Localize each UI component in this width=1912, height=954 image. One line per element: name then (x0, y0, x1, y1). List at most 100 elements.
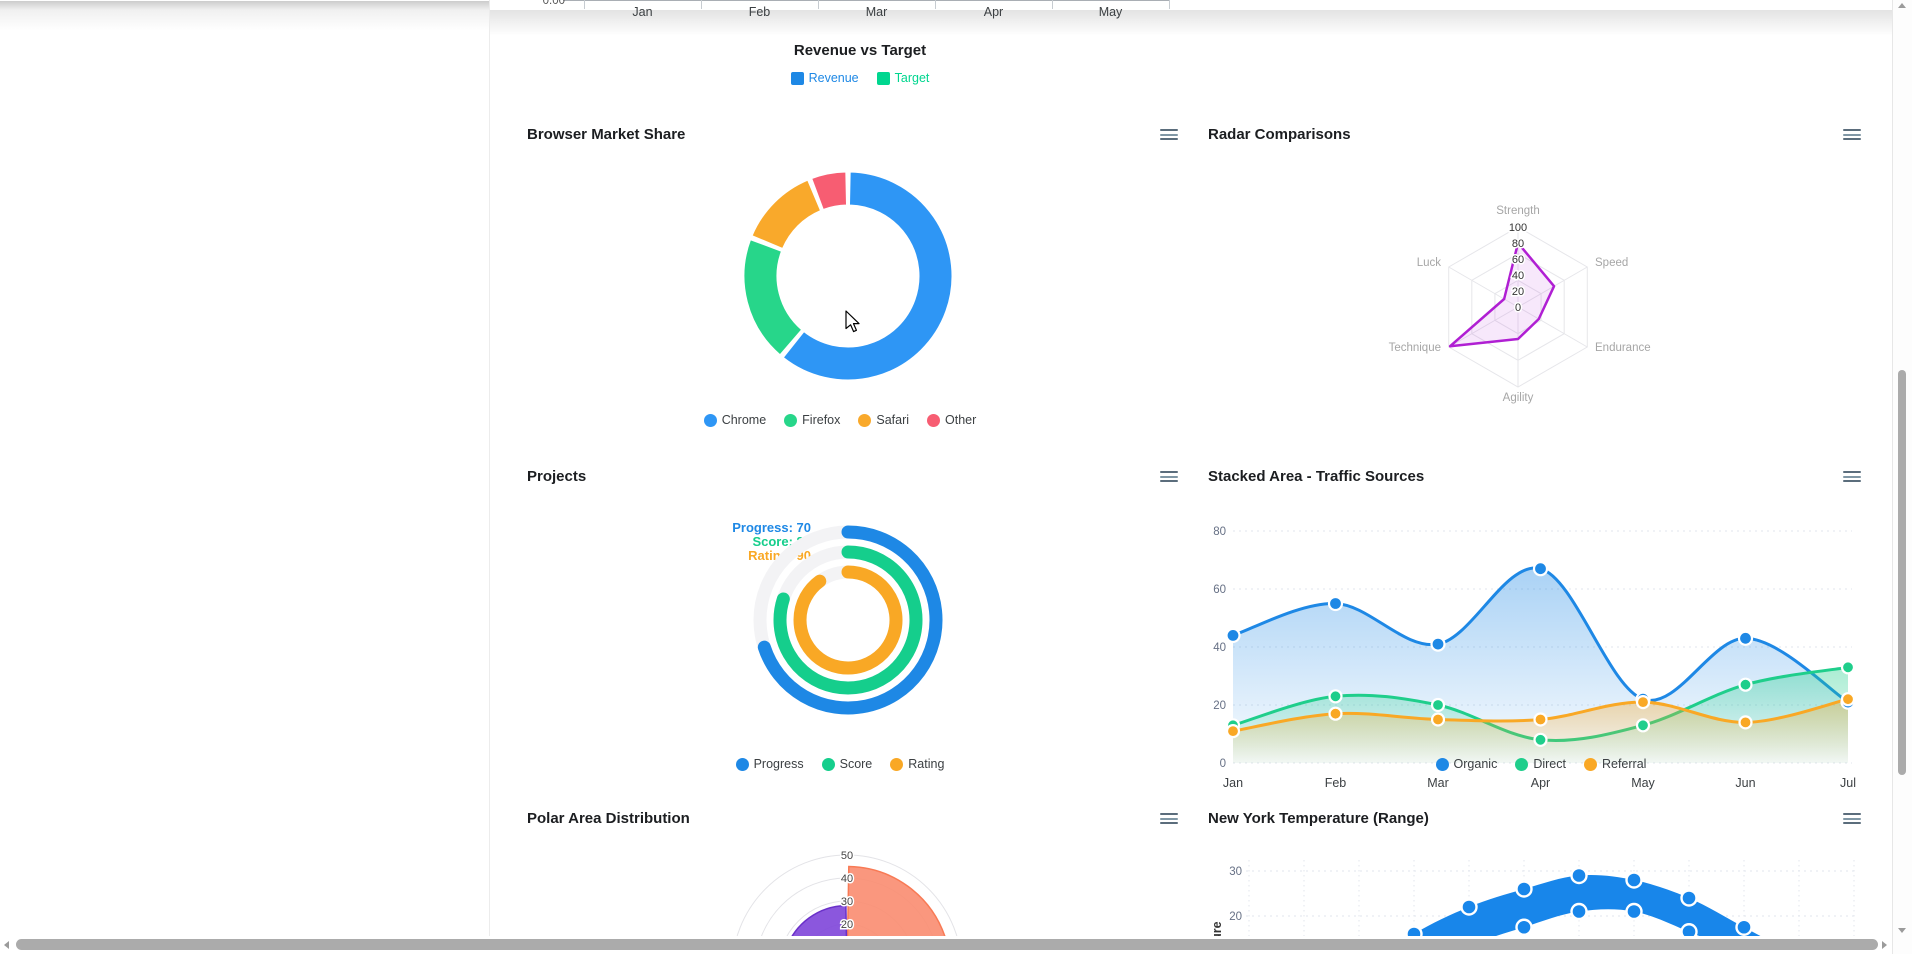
projects-gauge-chart[interactable] (740, 512, 956, 728)
svg-text:60: 60 (1213, 584, 1226, 596)
legend-item-direct[interactable]: Direct (1515, 757, 1566, 771)
ny-temperature-title: New York Temperature (Range) (1208, 810, 1429, 827)
svg-text:30: 30 (841, 896, 853, 908)
ring-value-label: Progress: 70 (732, 520, 811, 535)
hamburger-menu-icon[interactable] (1843, 471, 1861, 485)
hamburger-menu-icon[interactable] (1160, 813, 1178, 827)
legend-item-other[interactable]: Other (927, 413, 976, 427)
legend-swatch (735, 757, 749, 771)
svg-text:20: 20 (841, 919, 853, 931)
scroll-up-icon[interactable] (1898, 3, 1906, 8)
radar-comparisons-title: Radar Comparisons (1208, 126, 1351, 143)
legend-swatch (821, 757, 835, 771)
svg-text:Luck: Luck (1417, 257, 1442, 269)
svg-text:40: 40 (841, 873, 853, 885)
svg-text:May: May (1631, 776, 1655, 790)
legend-item-rating[interactable]: Rating (890, 757, 944, 771)
svg-text:40: 40 (1213, 642, 1226, 654)
legend-item-referral[interactable]: Referral (1583, 757, 1646, 771)
traffic-sources-area-chart[interactable]: 0 20 40 60 80 Jan Feb Mar Apr May Jun Jul (1190, 500, 1892, 795)
svg-text:Apr: Apr (1531, 776, 1550, 790)
axis-tick (1169, 0, 1170, 9)
svg-text:40: 40 (1512, 270, 1524, 282)
svg-text:Strength: Strength (1496, 205, 1539, 217)
svg-text:Endurance: Endurance (1595, 342, 1651, 354)
svg-text:20: 20 (1213, 700, 1226, 712)
svg-text:Jun: Jun (1735, 776, 1755, 790)
traffic-sources-title: Stacked Area - Traffic Sources (1208, 468, 1425, 485)
column-divider (489, 0, 490, 938)
legend-item-organic[interactable]: Organic (1435, 757, 1497, 771)
legend-swatch (890, 757, 904, 771)
radar-comparisons-chart[interactable]: Strength Speed Endurance Agility Technique Lu… (1190, 140, 1892, 410)
legend-item-chrome[interactable]: Chrome (703, 413, 766, 427)
svg-text:60: 60 (1512, 254, 1524, 266)
hamburger-menu-icon[interactable] (1160, 129, 1178, 143)
axis-tick (584, 0, 585, 9)
svg-text:Speed: Speed (1595, 257, 1628, 269)
svg-text:0: 0 (1515, 302, 1521, 314)
projects-legend: Progress Score Rating (490, 757, 1190, 771)
axis-tick (701, 0, 702, 9)
mouse-cursor-icon (845, 310, 860, 333)
legend-item-progress[interactable]: Progress (735, 757, 804, 771)
svg-text:Feb: Feb (1325, 776, 1347, 790)
browser-market-share-donut-chart[interactable] (738, 166, 958, 386)
scroll-down-icon[interactable] (1898, 928, 1906, 933)
top-shadow-left (0, 1, 489, 31)
svg-text:30: 30 (1229, 866, 1242, 878)
x-axis-label: Jan (632, 5, 653, 19)
hamburger-menu-icon[interactable] (1160, 471, 1178, 485)
legend-item-score[interactable]: Score (821, 757, 872, 771)
x-axis-label: Feb (748, 5, 771, 19)
legend-swatch (1583, 757, 1597, 771)
legend-item-target[interactable]: Target (876, 71, 929, 85)
svg-text:80: 80 (1213, 526, 1226, 538)
svg-text:Jan: Jan (1223, 776, 1243, 790)
hamburger-menu-icon[interactable] (1843, 813, 1861, 827)
revenue-y-tick-label: 0.00 (542, 0, 565, 7)
vertical-scrollbar-thumb[interactable] (1898, 370, 1906, 775)
svg-text:Mar: Mar (1427, 776, 1449, 790)
projects-title: Projects (527, 468, 587, 485)
legend-swatch (1515, 757, 1529, 771)
x-axis-label: Apr (983, 5, 1004, 19)
x-axis-label: Mar (865, 5, 888, 19)
svg-text:50: 50 (841, 850, 853, 862)
revenue-x-axis-line (563, 0, 1169, 1)
legend-swatch (784, 413, 798, 427)
browser-market-share-title: Browser Market Share (527, 126, 686, 143)
traffic-sources-legend: Organic Direct Referral (1190, 757, 1892, 771)
top-shadow (490, 10, 1892, 36)
axis-tick (935, 0, 936, 9)
legend-swatch (703, 413, 717, 427)
svg-text:80: 80 (1512, 238, 1524, 250)
svg-text:0: 0 (1220, 758, 1226, 770)
legend-swatch (927, 413, 941, 427)
svg-text:20: 20 (1512, 286, 1524, 298)
revenue-chart-title: Revenue vs Target (793, 42, 927, 59)
svg-text:20: 20 (1229, 911, 1242, 923)
svg-text:Technique: Technique (1389, 342, 1441, 354)
polar-area-title: Polar Area Distribution (527, 810, 690, 827)
svg-text:Agility: Agility (1503, 392, 1534, 404)
svg-text:Jul: Jul (1840, 776, 1856, 790)
legend-swatch (858, 413, 872, 427)
legend-item-revenue[interactable]: Revenue (790, 71, 859, 85)
legend-swatch (876, 71, 890, 85)
legend-swatch (1435, 757, 1449, 771)
scroll-right-icon[interactable] (1882, 941, 1887, 949)
browser-market-share-legend: Chrome Firefox Safari Other (490, 413, 1190, 427)
horizontal-scrollbar-thumb[interactable] (16, 939, 1878, 950)
svg-text:100: 100 (1509, 222, 1527, 234)
legend-item-safari[interactable]: Safari (858, 413, 909, 427)
hamburger-menu-icon[interactable] (1843, 129, 1861, 143)
revenue-legend: Revenue Target (560, 71, 1160, 85)
axis-tick (818, 0, 819, 9)
axis-tick (1052, 0, 1053, 9)
legend-item-firefox[interactable]: Firefox (784, 413, 840, 427)
x-axis-label: May (1098, 5, 1123, 19)
scroll-left-icon[interactable] (4, 941, 9, 949)
legend-swatch (790, 71, 804, 85)
